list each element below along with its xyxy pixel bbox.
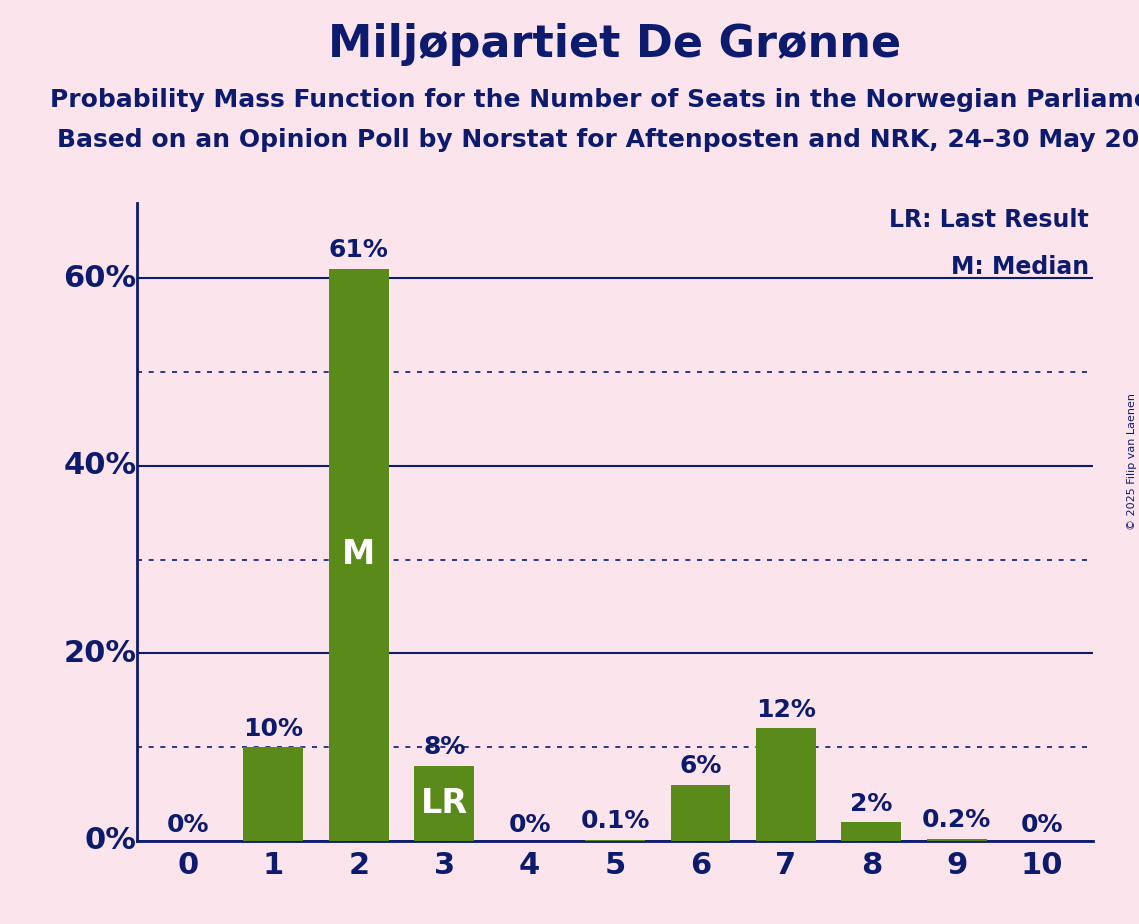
- Text: 40%: 40%: [64, 451, 137, 480]
- Text: 0.1%: 0.1%: [581, 809, 649, 833]
- Text: M: Median: M: Median: [951, 255, 1089, 279]
- Text: 0.2%: 0.2%: [923, 808, 991, 833]
- Bar: [842, 822, 901, 841]
- Text: 0%: 0%: [508, 813, 551, 837]
- Text: M: M: [342, 539, 376, 571]
- Text: 0%: 0%: [84, 826, 137, 856]
- Bar: [756, 728, 816, 841]
- Text: LR: LR: [420, 787, 468, 820]
- Text: Based on an Opinion Poll by Norstat for Aftenposten and NRK, 24–30 May 2022: Based on an Opinion Poll by Norstat for …: [57, 128, 1139, 152]
- Text: 60%: 60%: [64, 263, 137, 293]
- Bar: [244, 748, 303, 841]
- Text: 2%: 2%: [850, 792, 893, 816]
- Text: 10%: 10%: [244, 716, 303, 740]
- Bar: [585, 840, 645, 841]
- Bar: [415, 766, 474, 841]
- Text: 20%: 20%: [64, 638, 137, 668]
- Bar: [671, 784, 730, 841]
- Text: 61%: 61%: [329, 238, 388, 262]
- Text: 0%: 0%: [166, 813, 210, 837]
- Text: Probability Mass Function for the Number of Seats in the Norwegian Parliament: Probability Mass Function for the Number…: [50, 88, 1139, 112]
- Text: 8%: 8%: [423, 736, 466, 760]
- Text: 12%: 12%: [756, 698, 816, 722]
- Text: 6%: 6%: [679, 754, 722, 778]
- Bar: [329, 269, 388, 841]
- Bar: [927, 839, 986, 841]
- Text: Miljøpartiet De Grønne: Miljøpartiet De Grønne: [328, 23, 902, 67]
- Text: 0%: 0%: [1021, 813, 1064, 837]
- Text: LR: Last Result: LR: Last Result: [890, 208, 1089, 232]
- Text: © 2025 Filip van Laenen: © 2025 Filip van Laenen: [1126, 394, 1137, 530]
